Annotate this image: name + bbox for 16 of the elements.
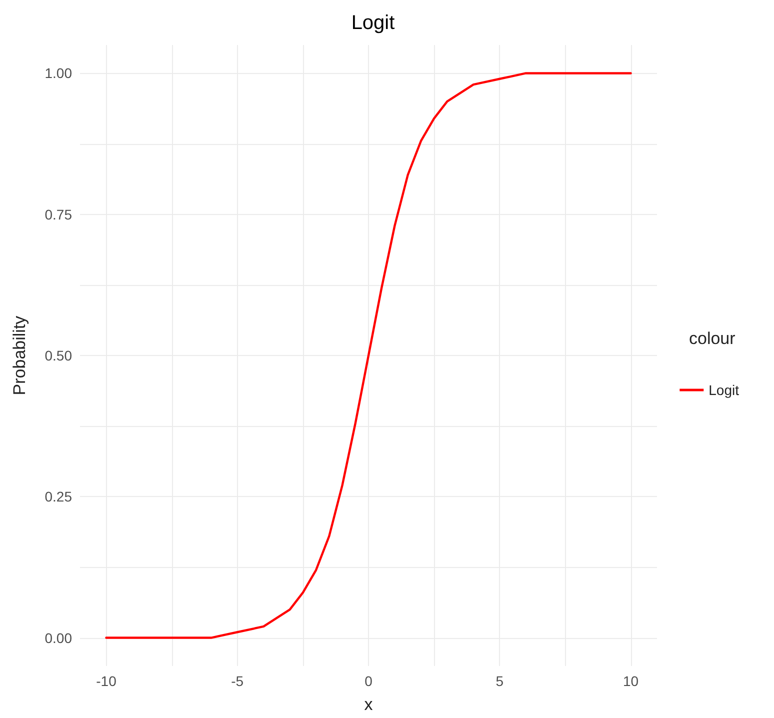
chart-title: Logit: [351, 12, 396, 34]
x-tick-label: -10: [96, 673, 117, 689]
y-tick-label: 0.25: [44, 488, 72, 505]
y-tick-label: 1.00: [44, 65, 72, 82]
line-series: [105, 72, 632, 639]
x-axis-title: x: [364, 695, 374, 714]
y-tick-label: 0.00: [44, 630, 72, 646]
y-axis-title: Probability: [10, 315, 29, 396]
x-tick-label: 10: [622, 673, 639, 689]
y-tick-label: 0.50: [44, 348, 72, 364]
x-tick-label: 0: [364, 673, 373, 689]
legend-title: colour: [689, 329, 736, 348]
x-tick-label: -5: [231, 673, 244, 689]
legend-label: Logit: [708, 382, 740, 398]
y-tick-label: 0.75: [44, 206, 72, 222]
x-tick-label: 5: [496, 673, 504, 689]
